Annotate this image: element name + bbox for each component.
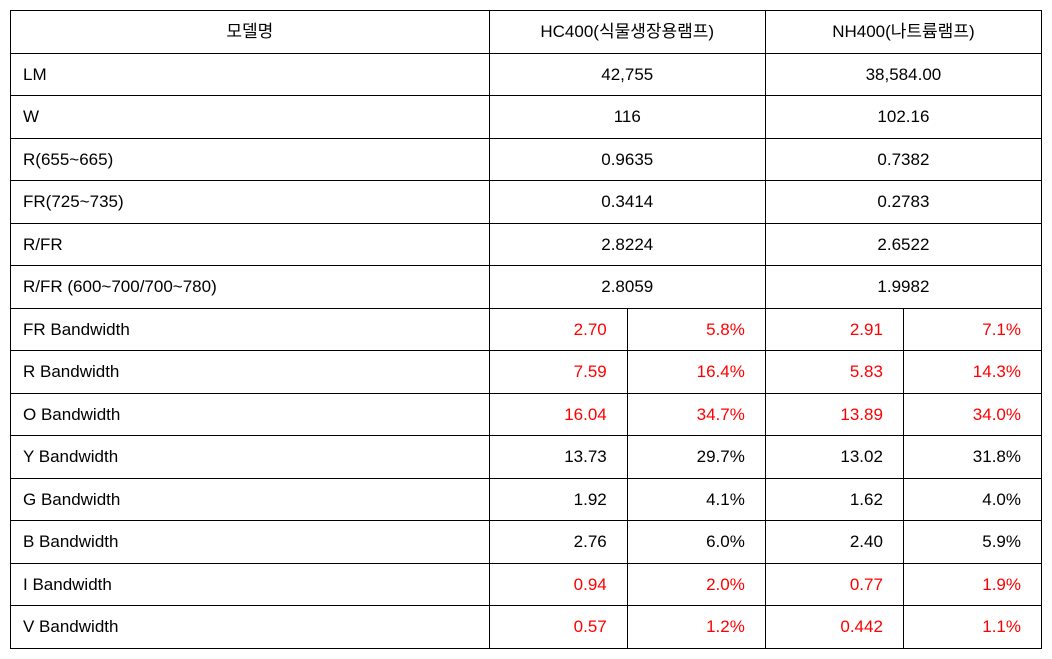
row-value-c2a: 13.02 xyxy=(765,436,903,479)
row-label: I Bandwidth xyxy=(11,563,490,606)
table-body: 모델명 HC400(식물생장용램프) NH400(나트륨램프) LM 42,75… xyxy=(11,11,1042,649)
row-value-c2a: 5.83 xyxy=(765,351,903,394)
row-value-col1: 2.8224 xyxy=(489,223,765,266)
row-value-col2: 0.7382 xyxy=(765,138,1041,181)
row-value-c1b: 16.4% xyxy=(627,351,765,394)
row-value-c2b: 5.9% xyxy=(903,521,1041,564)
row-value-c2b: 7.1% xyxy=(903,308,1041,351)
row-value-c1b: 5.8% xyxy=(627,308,765,351)
table-row: LM 42,755 38,584.00 xyxy=(11,53,1042,96)
row-value-c1a: 16.04 xyxy=(489,393,627,436)
header-row: 모델명 HC400(식물생장용램프) NH400(나트륨램프) xyxy=(11,11,1042,54)
row-value-col2: 0.2783 xyxy=(765,181,1041,224)
table-row: V Bandwidth 0.57 1.2% 0.442 1.1% xyxy=(11,606,1042,649)
row-value-c2b: 4.0% xyxy=(903,478,1041,521)
table-row: I Bandwidth 0.94 2.0% 0.77 1.9% xyxy=(11,563,1042,606)
row-value-col1: 2.8059 xyxy=(489,266,765,309)
row-label: W xyxy=(11,96,490,139)
row-value-c2a: 2.91 xyxy=(765,308,903,351)
row-label: R Bandwidth xyxy=(11,351,490,394)
row-value-c1b: 4.1% xyxy=(627,478,765,521)
table-row: R(655~665) 0.9635 0.7382 xyxy=(11,138,1042,181)
row-value-col1: 42,755 xyxy=(489,53,765,96)
row-label: FR(725~735) xyxy=(11,181,490,224)
row-label: FR Bandwidth xyxy=(11,308,490,351)
row-value-col1: 0.3414 xyxy=(489,181,765,224)
table-row: W 116 102.16 xyxy=(11,96,1042,139)
spec-comparison-table: 모델명 HC400(식물생장용램프) NH400(나트륨램프) LM 42,75… xyxy=(10,10,1042,649)
row-label: V Bandwidth xyxy=(11,606,490,649)
row-value-c2b: 34.0% xyxy=(903,393,1041,436)
row-value-c2b: 14.3% xyxy=(903,351,1041,394)
row-value-col2: 102.16 xyxy=(765,96,1041,139)
row-value-c2a: 2.40 xyxy=(765,521,903,564)
row-label: LM xyxy=(11,53,490,96)
row-value-col2: 1.9982 xyxy=(765,266,1041,309)
table-row: B Bandwidth 2.76 6.0% 2.40 5.9% xyxy=(11,521,1042,564)
table-row: O Bandwidth 16.04 34.7% 13.89 34.0% xyxy=(11,393,1042,436)
row-label: Y Bandwidth xyxy=(11,436,490,479)
header-model-label: 모델명 xyxy=(11,11,490,54)
row-value-c1a: 0.94 xyxy=(489,563,627,606)
row-value-c1a: 1.92 xyxy=(489,478,627,521)
row-label: B Bandwidth xyxy=(11,521,490,564)
row-value-c1b: 1.2% xyxy=(627,606,765,649)
row-value-col2: 2.6522 xyxy=(765,223,1041,266)
row-value-c1b: 6.0% xyxy=(627,521,765,564)
table-row: G Bandwidth 1.92 4.1% 1.62 4.0% xyxy=(11,478,1042,521)
row-value-c2a: 1.62 xyxy=(765,478,903,521)
row-label: R/FR (600~700/700~780) xyxy=(11,266,490,309)
row-value-c1a: 2.70 xyxy=(489,308,627,351)
row-value-col1: 0.9635 xyxy=(489,138,765,181)
row-value-c2a: 0.442 xyxy=(765,606,903,649)
row-value-col2: 38,584.00 xyxy=(765,53,1041,96)
row-value-c1a: 13.73 xyxy=(489,436,627,479)
table-row: R/FR (600~700/700~780) 2.8059 1.9982 xyxy=(11,266,1042,309)
table-row: R/FR 2.8224 2.6522 xyxy=(11,223,1042,266)
table-row: R Bandwidth 7.59 16.4% 5.83 14.3% xyxy=(11,351,1042,394)
row-value-c1b: 29.7% xyxy=(627,436,765,479)
header-col2: NH400(나트륨램프) xyxy=(765,11,1041,54)
header-col1: HC400(식물생장용램프) xyxy=(489,11,765,54)
row-value-c1a: 2.76 xyxy=(489,521,627,564)
row-label: O Bandwidth xyxy=(11,393,490,436)
row-value-c1b: 2.0% xyxy=(627,563,765,606)
row-value-col1: 116 xyxy=(489,96,765,139)
row-value-c2a: 0.77 xyxy=(765,563,903,606)
row-value-c2b: 31.8% xyxy=(903,436,1041,479)
table-row: FR Bandwidth 2.70 5.8% 2.91 7.1% xyxy=(11,308,1042,351)
row-label: R/FR xyxy=(11,223,490,266)
row-value-c2b: 1.1% xyxy=(903,606,1041,649)
row-label: G Bandwidth xyxy=(11,478,490,521)
row-label: R(655~665) xyxy=(11,138,490,181)
row-value-c2a: 13.89 xyxy=(765,393,903,436)
table-row: FR(725~735) 0.3414 0.2783 xyxy=(11,181,1042,224)
row-value-c1a: 0.57 xyxy=(489,606,627,649)
table-row: Y Bandwidth 13.73 29.7% 13.02 31.8% xyxy=(11,436,1042,479)
row-value-c1a: 7.59 xyxy=(489,351,627,394)
row-value-c1b: 34.7% xyxy=(627,393,765,436)
row-value-c2b: 1.9% xyxy=(903,563,1041,606)
